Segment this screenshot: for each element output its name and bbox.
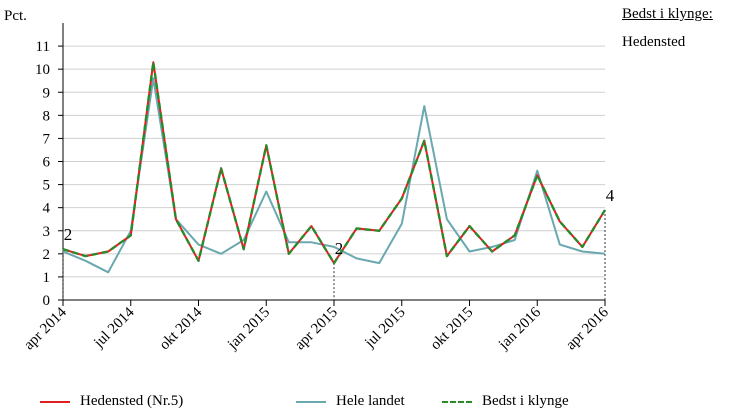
y-tick-label: 0 [43, 293, 51, 309]
legend-swatch-hedensted [40, 400, 70, 403]
y-tick-label: 9 [43, 85, 51, 101]
legend-swatch-hele-landet [296, 400, 326, 403]
legend-item-hedensted: Hedensted (Nr.5) [40, 393, 183, 410]
y-tick-label: 11 [36, 39, 50, 55]
chart-legend: Hedensted (Nr.5) Hele landet Bedst i kly… [0, 393, 729, 413]
y-axis-label: Pct. [4, 8, 27, 24]
x-tick-label: jan 2015 [224, 305, 273, 354]
x-tick-label: apr 2015 [292, 305, 341, 354]
legend-swatch-bedst-i-klynge [442, 400, 472, 403]
y-tick-label: 8 [43, 108, 51, 124]
series-line-bedst-i-klynge [62, 61, 607, 265]
y-tick-label: 2 [43, 247, 51, 263]
x-tick-label: jan 2016 [495, 304, 544, 353]
series-line-hele-landet [62, 77, 606, 274]
annotation-label: 2 [64, 225, 73, 244]
y-tick-label: 1 [43, 270, 51, 286]
y-tick-label: 4 [43, 201, 51, 217]
legend-label-bedst-i-klynge: Bedst i klynge [482, 393, 569, 409]
y-tick-label: 3 [43, 224, 51, 240]
y-tick-label: 5 [43, 178, 51, 194]
annotation-label: 2 [335, 239, 344, 258]
y-tick-label: 6 [43, 155, 51, 171]
legend-item-bedst-i-klynge: Bedst i klynge [442, 393, 569, 410]
legend-label-hedensted: Hedensted (Nr.5) [80, 393, 184, 409]
y-tick-label: 10 [35, 62, 50, 78]
y-tick-label: 7 [43, 131, 51, 147]
legend-item-hele-landet: Hele landet [296, 393, 405, 410]
x-tick-label: jul 2014 [90, 304, 137, 351]
best-in-cluster-title: Bedst i klynge: [622, 6, 713, 22]
x-tick-label: okt 2015 [428, 305, 477, 354]
x-tick-label: apr 2016 [563, 304, 612, 353]
annotation-label: 4 [606, 186, 615, 205]
legend-label-hele-landet: Hele landet [336, 393, 405, 409]
x-tick-label: apr 2014 [21, 304, 70, 353]
best-in-cluster-name: Hedensted [622, 34, 686, 50]
x-tick-label: okt 2014 [157, 304, 206, 353]
x-tick-label: jul 2015 [361, 305, 408, 352]
